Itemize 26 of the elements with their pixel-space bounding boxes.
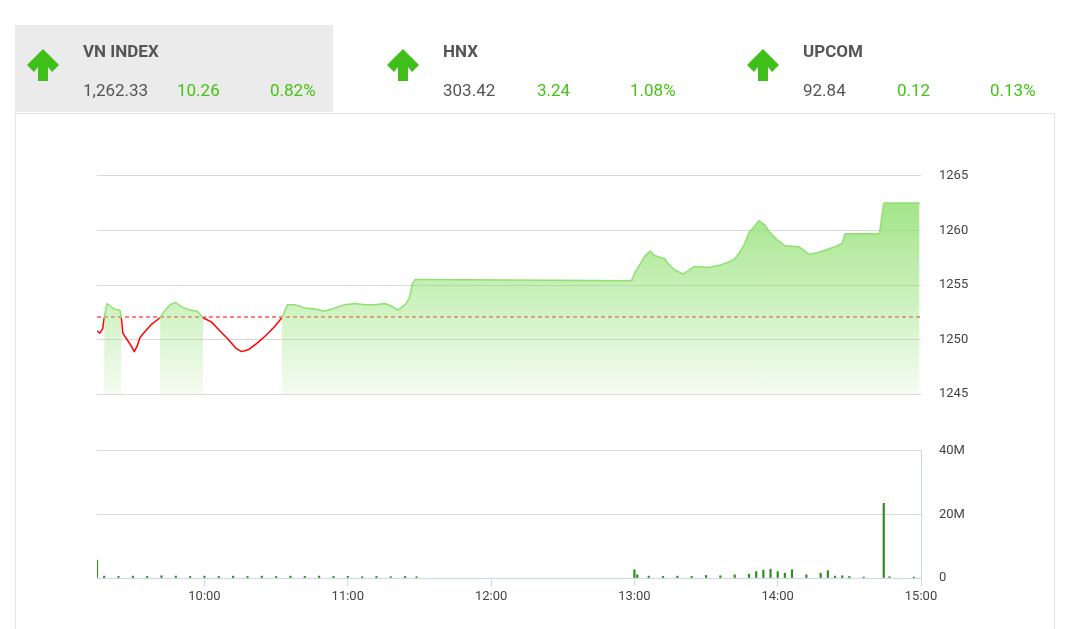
text: 303.42 (443, 80, 496, 100)
text: UPCOM (803, 41, 863, 61)
y-tick-label: 1250 (939, 330, 969, 346)
text: 1.08% (630, 80, 676, 100)
x-tick-label: 14:00 (761, 588, 794, 604)
y-tick-label: 1260 (939, 221, 969, 237)
text: 10.26 (177, 80, 220, 100)
x-tick-label: 15:00 (904, 588, 938, 604)
y-tick-label: 40M (939, 442, 965, 458)
text: 0.13% (990, 80, 1036, 100)
text: HNX (443, 41, 478, 61)
x-tick-label: 13:00 (618, 588, 651, 604)
text: VN INDEX (83, 41, 159, 61)
y-tick-label: 1255 (939, 276, 969, 292)
text: 1,262.33 (83, 80, 149, 100)
y-tick-label: 1245 (939, 385, 969, 401)
text: 92.84 (803, 80, 846, 100)
text: 3.24 (537, 80, 571, 100)
y-tick-label: 1265 (939, 167, 969, 183)
x-tick-label: 12:00 (474, 588, 508, 604)
y-tick-label: 0 (939, 569, 947, 585)
text: 0.82% (270, 80, 316, 100)
x-tick-label: 11:00 (331, 588, 364, 604)
y-tick-label: 20M (939, 505, 965, 521)
x-tick-label: 10:00 (188, 588, 221, 604)
text: 0.12 (897, 80, 931, 100)
